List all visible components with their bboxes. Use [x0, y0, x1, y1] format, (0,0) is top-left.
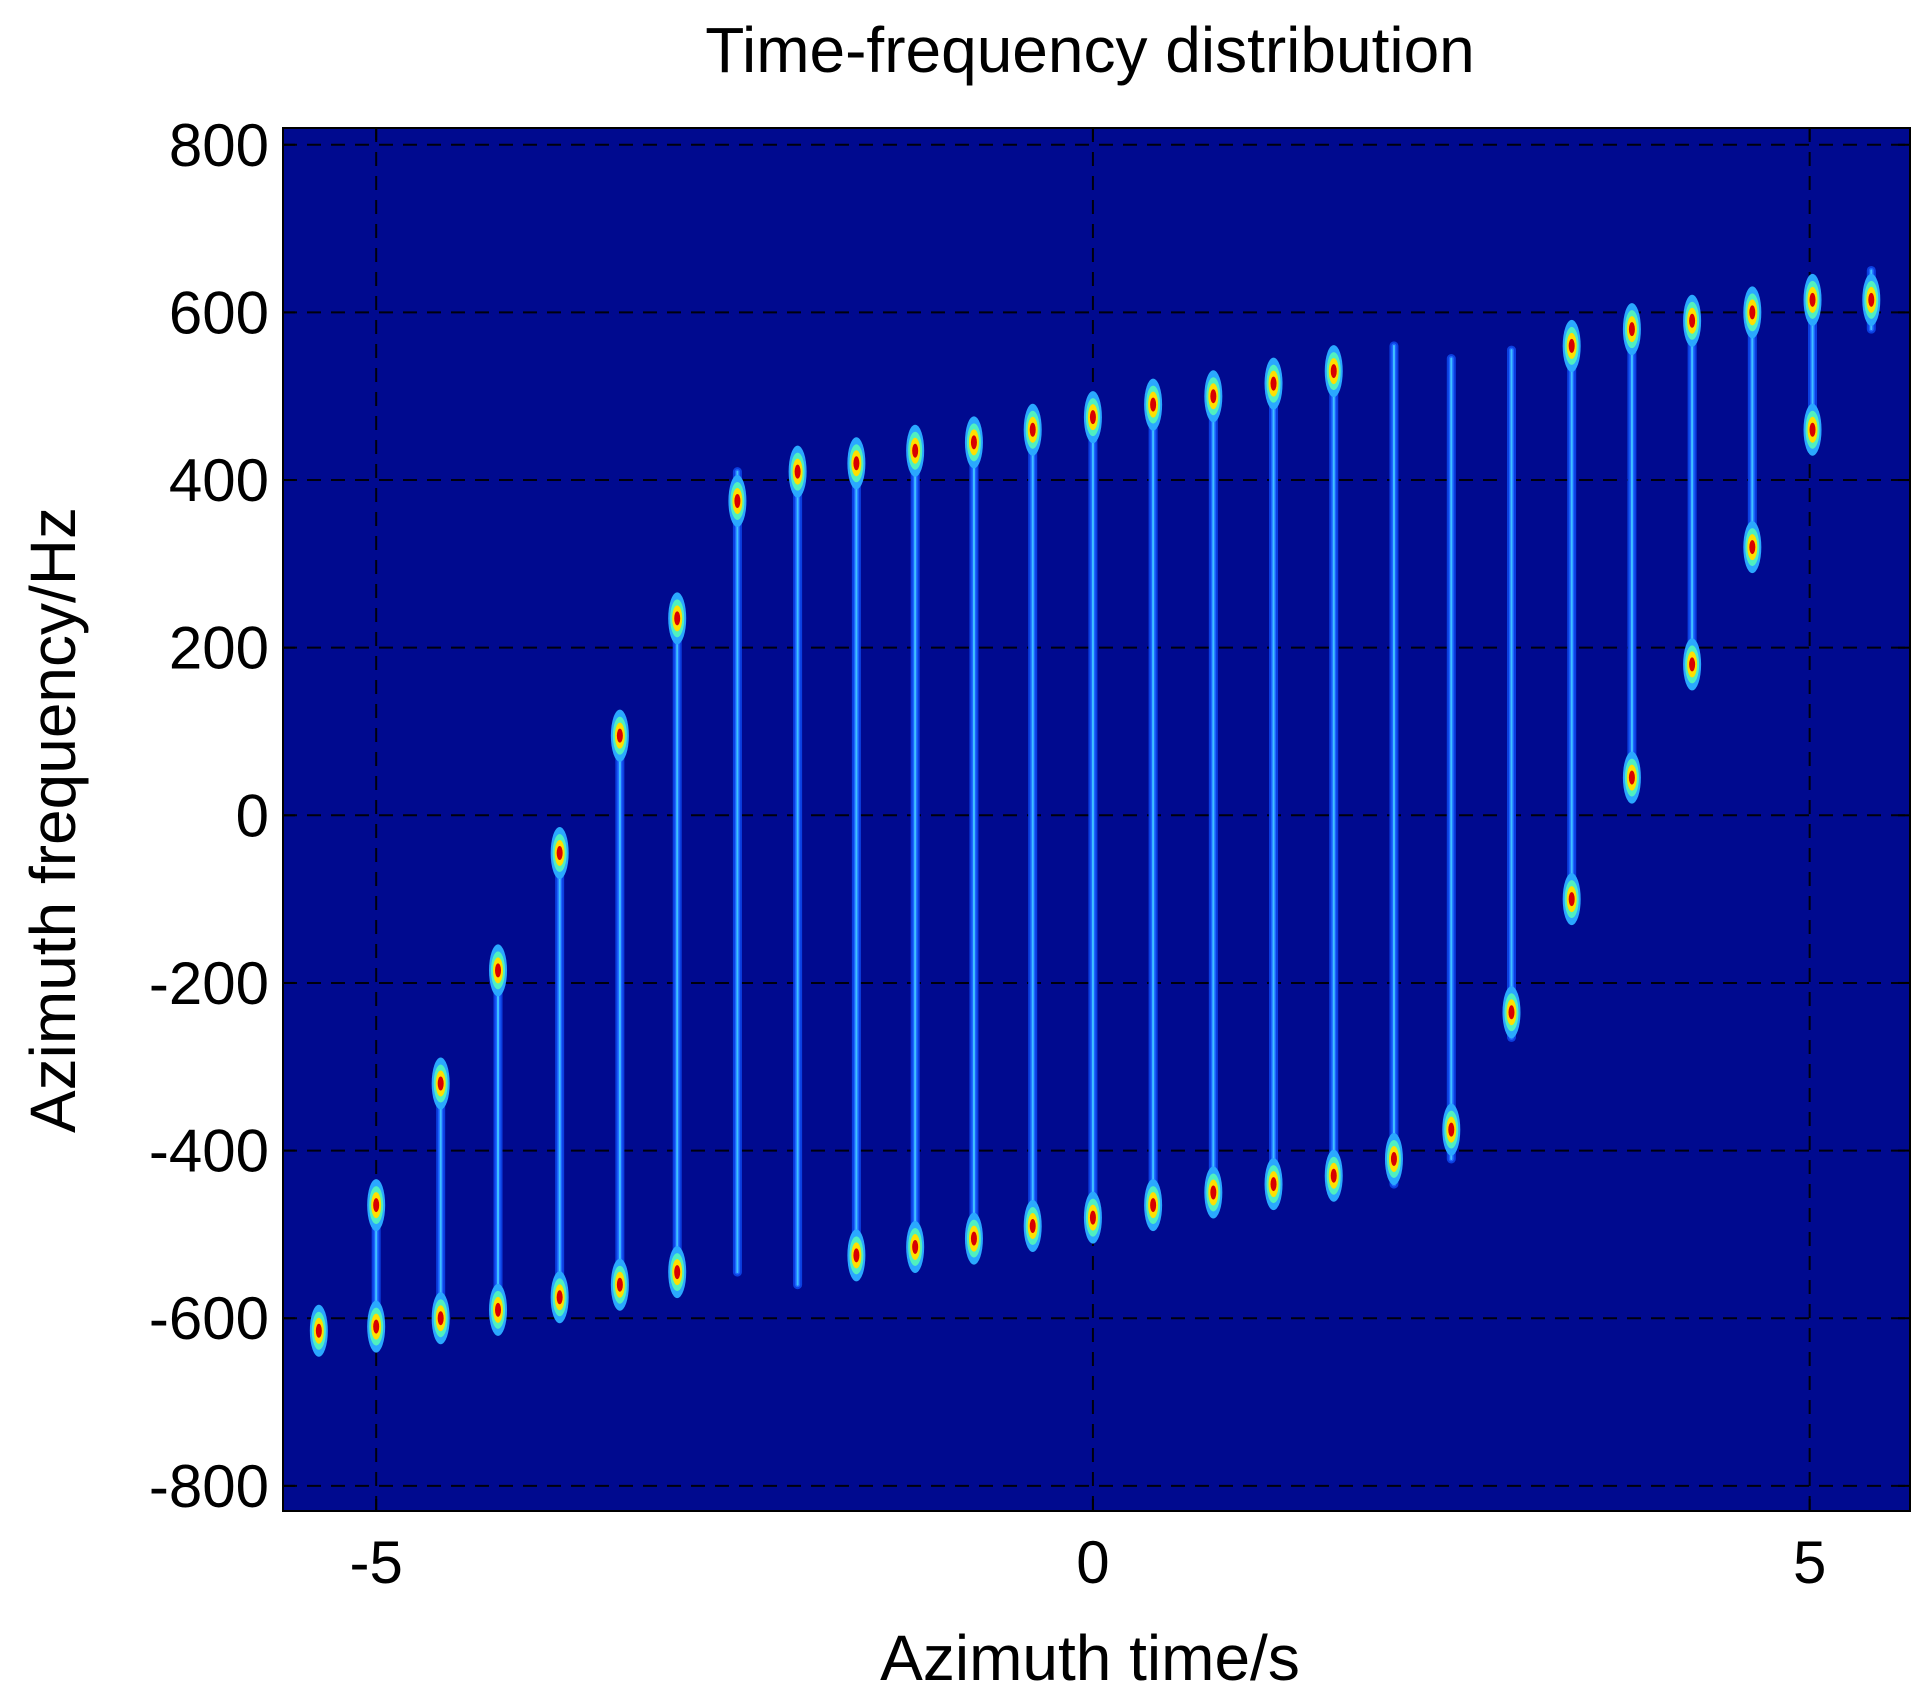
peak-core: [495, 963, 502, 978]
stripe: [610, 709, 629, 1311]
stripe: [489, 944, 508, 1336]
peak-core: [1270, 376, 1277, 391]
peak-core: [1628, 322, 1635, 337]
peak-core: [912, 443, 919, 458]
peak-core: [1390, 1151, 1397, 1166]
peak-core: [734, 493, 741, 508]
peak-core: [1089, 410, 1096, 425]
peak-core: [373, 1198, 380, 1213]
stripe: [1562, 319, 1581, 926]
peak-core: [1089, 1210, 1096, 1225]
y-tick-label: -200: [149, 950, 269, 1017]
stripe: [431, 1057, 450, 1345]
peak-core: [437, 1076, 444, 1091]
stripe: [1264, 357, 1283, 1211]
peak-core: [1689, 657, 1696, 672]
peak-core: [1809, 422, 1816, 437]
y-tick-label: -600: [149, 1285, 269, 1352]
stripe: [1023, 403, 1042, 1253]
peak-core: [794, 464, 801, 479]
chart-title: Time-frequency distribution: [705, 14, 1475, 86]
stripe: [309, 1304, 328, 1357]
peak-core: [1628, 770, 1635, 785]
peak-core: [1689, 313, 1696, 328]
peak-core: [1809, 292, 1816, 307]
stripe: [1743, 286, 1762, 574]
stripe: [788, 445, 807, 1290]
peak-core: [373, 1319, 380, 1334]
peak-core: [1568, 892, 1575, 907]
stripe: [1622, 303, 1641, 804]
peak-core: [1150, 1198, 1157, 1213]
stripe: [847, 437, 866, 1282]
x-axis-label: Azimuth time/s: [880, 1622, 1300, 1694]
y-tick-label: -400: [149, 1118, 269, 1185]
peak-core: [1508, 1005, 1515, 1020]
peak-core: [437, 1311, 444, 1326]
peak-core: [1749, 540, 1756, 555]
stripe: [1384, 341, 1403, 1189]
stripe: [906, 424, 925, 1273]
x-tick-label: 5: [1793, 1529, 1826, 1596]
peak-core: [1749, 305, 1756, 320]
peak-core: [1029, 422, 1036, 437]
peak-core: [674, 611, 681, 626]
peak-core: [1448, 1122, 1455, 1137]
peak-core: [1029, 1219, 1036, 1234]
y-tick-label: 0: [236, 782, 269, 849]
y-axis-label: Azimuth frequency/Hz: [17, 507, 89, 1133]
stripe: [550, 827, 569, 1324]
stripe: [1324, 345, 1343, 1202]
stripe: [1083, 391, 1102, 1244]
y-tick-label: 200: [169, 615, 269, 682]
peak-core: [970, 1231, 977, 1246]
stripe: [1803, 273, 1822, 456]
peak-core: [616, 1277, 623, 1292]
x-tick-label: -5: [349, 1529, 402, 1596]
peak-core: [315, 1323, 322, 1338]
peak-core: [616, 728, 623, 743]
y-tick-label: 400: [169, 447, 269, 514]
peak-core: [1270, 1177, 1277, 1192]
spectrogram-stripes: [309, 265, 1881, 1357]
peak-core: [1150, 397, 1157, 412]
stripe: [728, 467, 747, 1277]
stripe: [367, 1179, 386, 1353]
peak-core: [1330, 1168, 1337, 1183]
peak-core: [853, 1248, 860, 1263]
peak-core: [556, 846, 563, 861]
y-tick-label: 800: [169, 112, 269, 179]
y-tick-label: 600: [169, 279, 269, 346]
peak-core: [1568, 338, 1575, 353]
stripe: [1144, 378, 1163, 1232]
x-tick-label: 0: [1076, 1529, 1109, 1596]
peak-core: [1330, 364, 1337, 379]
peak-core: [853, 456, 860, 471]
peak-core: [495, 1302, 502, 1317]
peak-core: [970, 435, 977, 450]
peak-core: [556, 1290, 563, 1305]
peak-core: [1210, 1185, 1217, 1200]
stripe: [1502, 345, 1521, 1042]
y-tick-labels: 800 600 400 200 0 -200 -400 -600 -800: [149, 112, 1910, 1520]
plot-frame: [282, 127, 1911, 1512]
stripe: [1204, 370, 1223, 1219]
x-tick-labels: -5 0 5: [349, 128, 1826, 1596]
stripe: [964, 416, 983, 1265]
peak-core: [1868, 292, 1875, 307]
peak-core: [1210, 389, 1217, 404]
y-tick-label: -800: [149, 1453, 269, 1520]
peak-core: [674, 1265, 681, 1280]
stripe: [1683, 294, 1702, 691]
stripe: [1862, 265, 1881, 334]
peak-core: [912, 1239, 919, 1254]
stripe: [1442, 354, 1461, 1164]
stripe: [668, 592, 687, 1299]
